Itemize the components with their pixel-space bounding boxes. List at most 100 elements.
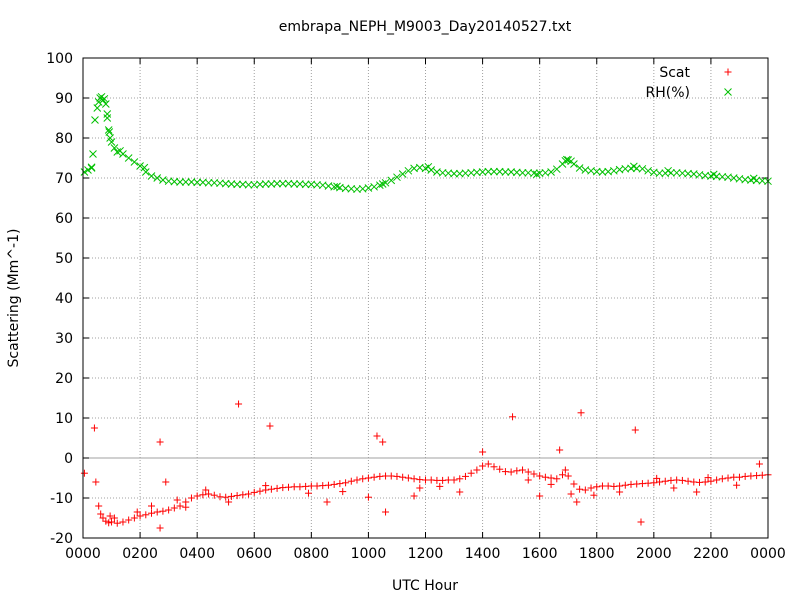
data-point [490,167,498,176]
x-tick-label: 0000 [750,546,786,562]
data-point [378,180,387,188]
data-point [398,170,407,178]
data-point [524,468,532,476]
data-point [693,488,701,496]
data-point [104,126,113,134]
y-tick-label: 50 [55,251,73,267]
data-point [222,493,230,501]
data-point [707,477,715,485]
data-point [95,502,103,510]
data-point [661,477,669,485]
data-point [256,487,264,495]
data-point [353,476,361,484]
data-point [375,181,384,190]
data-point [587,484,595,492]
data-point [262,482,270,490]
data-point [87,164,96,172]
data-point [621,481,629,489]
data-point [724,474,732,482]
data-point [142,511,150,519]
data-point [153,508,161,516]
data-point [404,474,412,482]
x-tick-label: 1200 [408,546,444,562]
data-point [323,498,331,506]
data-point [359,475,367,483]
data-point [364,493,372,501]
data-point [650,479,658,487]
data-point [496,465,504,473]
data-point [103,114,112,122]
x-axis-label: UTC Hour [392,578,458,594]
data-point [733,481,741,489]
y-tick-label: 10 [55,411,73,427]
data-point [136,512,144,520]
data-point [379,438,387,446]
legend-marker [724,88,732,96]
data-point [193,178,202,187]
data-point [113,519,121,527]
x-tick-label: 2000 [636,546,672,562]
data-point [90,424,98,432]
x-tick-label: 1600 [522,546,558,562]
data-point [273,179,281,188]
data-point [87,163,96,172]
y-tick-label: 60 [55,211,73,227]
data-point [336,480,344,488]
legend: Scat RH(%) [646,65,732,101]
data-point [159,507,167,515]
data-point [324,481,332,489]
data-point [156,524,164,532]
data-point [103,110,112,118]
data-point [564,472,572,480]
x-tick-label: 0200 [122,546,158,562]
data-point [450,169,458,178]
data-point [684,477,692,485]
data-point [644,166,652,175]
x-tick-label: 0800 [294,546,330,562]
data-point [713,476,721,484]
data-point [616,488,624,496]
data-point [330,480,338,488]
data-point [393,173,401,182]
data-point [80,469,88,477]
data-point [567,490,575,498]
data-point [278,179,287,188]
x-tick-label: 0000 [65,546,101,562]
y-tick-label: -10 [50,491,73,507]
data-point [204,178,213,187]
data-point [261,180,270,188]
data-point [559,471,566,479]
data-point [110,514,118,522]
data-point [162,478,170,486]
data-point [245,490,253,498]
data-point [484,460,492,468]
data-point [519,466,527,474]
data-point [119,518,127,526]
data-point [518,168,527,177]
x-tick-label: 1400 [465,546,501,562]
data-point [581,486,589,494]
data-point [530,470,538,478]
data-point [553,475,561,483]
data-point [704,474,712,482]
data-point [193,492,201,500]
data-point [105,519,113,527]
data-point [141,168,150,176]
data-point [110,144,119,152]
x-tick-label: 0400 [179,546,215,562]
x-tick-label: 2200 [693,546,729,562]
data-point [638,164,647,173]
data-point [718,475,726,483]
data-point [108,518,116,526]
data-point [106,134,114,142]
data-point [575,164,584,172]
plot-frame [82,57,769,539]
data-point [273,484,281,492]
data-point [125,516,133,524]
data-point [547,168,555,176]
data-point [387,176,396,185]
y-tick-label: 80 [55,131,73,147]
data-point [513,467,521,475]
data-point [461,472,469,480]
data-point [479,462,487,470]
